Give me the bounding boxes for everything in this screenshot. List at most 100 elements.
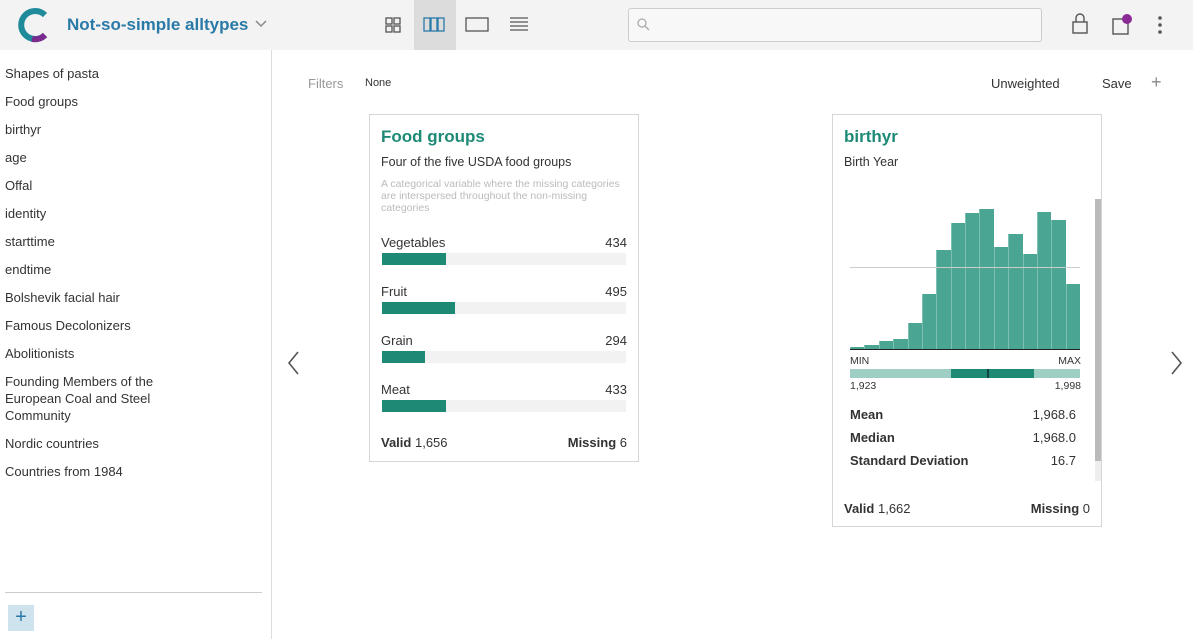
sidebar-item[interactable]: Founding Members of the European Coal an… [5,374,154,423]
header: Not-so-simple alltypes [0,0,1193,50]
bar-track [382,302,626,314]
dataset-title[interactable]: Not-so-simple alltypes [67,15,249,34]
histogram-bar [1008,234,1023,349]
scrollbar [1095,199,1101,481]
category-label: Grain [381,333,413,348]
category-count: 495 [605,284,627,299]
valid-label: Valid [381,435,412,450]
histogram [850,199,1080,350]
card: birthyr Birth Year MIN MAX 1,923 1,998 M… [832,114,1102,527]
stat-value: 1,968.6 [1032,407,1076,422]
histogram-bar [965,213,980,349]
bar-track [382,400,626,412]
max-label: MAX [1058,355,1081,367]
histogram-bar [936,250,951,349]
search-icon [637,18,650,31]
stat-value: 16.7 [1050,453,1076,468]
category-label: Vegetables [381,235,446,250]
category-label: Meat [381,382,410,397]
bar-track [382,253,626,265]
valid: Valid 1,662 [844,501,911,516]
valid: Valid 1,656 [381,435,448,450]
histogram-bar [864,345,879,349]
bar [382,351,426,363]
next-arrow[interactable] [1168,350,1184,376]
sidebar-item[interactable]: Countries from 1984 [5,464,123,479]
missing: Missing 6 [568,435,627,450]
bar [382,302,455,314]
sidebar-item[interactable]: Famous Decolonizers [5,318,131,333]
sidebar: + Shapes of pasta Food groups birthyr age Of… [0,50,272,639]
scroll-thumb[interactable] [1095,199,1101,461]
category-label: Fruit [381,284,407,299]
category-count: 433 [605,382,627,397]
missing: Missing 0 [1031,501,1090,516]
prev-arrow[interactable] [286,350,302,376]
histogram-bar [921,294,937,349]
valid-value: 1,662 [877,501,911,516]
sidebar-item[interactable]: Bolshevik facial hair [5,290,120,305]
sidebar-item[interactable]: Offal [5,178,33,193]
category-count: 294 [605,333,627,348]
sidebar-item[interactable]: age [5,150,27,165]
histogram-bar [979,209,994,349]
view-icons[interactable] [384,16,534,34]
valid-label: Valid [844,501,875,516]
missing-label: Missing [1030,501,1080,516]
filters-label: Filters [308,76,344,91]
histogram-bar [1022,254,1037,349]
stat-label: Standard Deviation [850,453,969,468]
bar [382,253,446,265]
dropdown-icon[interactable] [255,19,267,29]
histogram-bar [993,247,1009,349]
search-box[interactable] [628,8,1042,42]
card-subtitle: Four of the five USDA food groups [381,155,572,169]
card: Food groups Four of the five USDA food g… [369,114,639,462]
header-icons[interactable] [1066,12,1176,38]
sidebar-item[interactable]: endtime [5,262,52,277]
card-title: Food groups [381,127,485,146]
min-value: 1,923 [850,380,877,392]
save-button[interactable]: Save [1102,76,1132,91]
missing-label: Missing [567,435,617,450]
histogram-bar [1051,220,1066,349]
sidebar-item[interactable]: Food groups [5,94,78,109]
range-bar [850,369,1080,378]
logo[interactable] [14,6,52,44]
sidebar-item[interactable]: starttime [5,234,55,249]
sidebar-item[interactable]: birthyr [5,122,42,137]
view-selected [414,0,456,50]
add-icon[interactable]: + [1151,72,1162,92]
stat-value: 1,968.0 [1032,430,1076,445]
histogram-bar [1036,212,1052,349]
sidebar-item[interactable]: Nordic countries [5,436,99,451]
weight-button[interactable]: Unweighted [991,76,1060,91]
stats: Mean 1,968.6 Median 1,968.0 Standard Deviati… [850,407,1076,481]
filters-value[interactable]: None [365,77,392,89]
stat-label: Mean [850,407,884,422]
median-tick [987,369,989,378]
sidebar-item[interactable]: identity [5,206,47,221]
sidebar-item[interactable]: Shapes of pasta [5,66,99,81]
stat-label: Median [850,430,895,445]
missing-value: 0 [1082,501,1090,516]
sidebar-item[interactable]: Abolitionists [5,346,75,361]
histogram-bar [1065,284,1080,349]
category-count: 434 [605,235,627,250]
bar-track [382,351,626,363]
iqr-bar [951,369,1034,378]
card-description: A categorical variable where the missing… [381,178,620,214]
bar [382,400,446,412]
histogram-bar [850,347,865,349]
missing-value: 6 [619,435,627,450]
valid-value: 1,656 [414,435,448,450]
card-title: birthyr [844,127,898,146]
histogram-bar [893,339,908,349]
card-subtitle: Birth Year [844,155,899,169]
histogram-bar [950,223,965,349]
max-value: 1,998 [1054,380,1081,392]
add-button[interactable]: + [8,605,34,631]
min-label: MIN [850,355,870,367]
histogram-bar [878,341,894,349]
